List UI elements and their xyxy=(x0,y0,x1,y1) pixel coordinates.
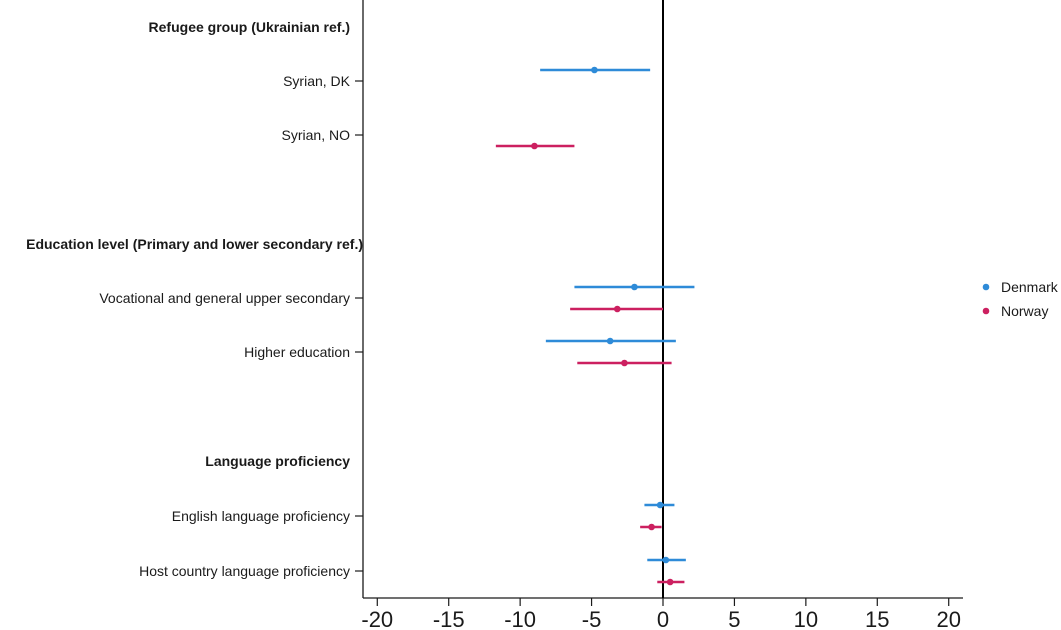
point-estimate-norway xyxy=(531,142,538,150)
x-tick-label: -20 xyxy=(361,607,393,630)
row-label: Higher education xyxy=(244,344,350,360)
estimate-markers xyxy=(495,66,695,586)
x-axis-ticks: -20 -15 -10 -5 0 5 10 15 20 xyxy=(361,598,961,630)
point-estimate-norway xyxy=(613,305,621,313)
group-header-label: Education level (Primary and lower secon… xyxy=(26,236,363,252)
legend-label-norway: Norway xyxy=(1001,303,1048,319)
row-label: Vocational and general upper secondary xyxy=(99,290,350,306)
x-tick-label: 10 xyxy=(794,607,818,630)
point-estimate-norway xyxy=(621,359,628,367)
point-estimate-denmark xyxy=(656,501,664,509)
x-tick-label: 5 xyxy=(728,607,740,630)
x-tick-label: 15 xyxy=(865,607,889,630)
row-label: Syrian, NO xyxy=(282,127,351,143)
row-label: Host country language proficiency xyxy=(139,563,350,579)
x-tick-label: 0 xyxy=(657,607,669,630)
point-estimate-denmark xyxy=(591,66,598,74)
x-tick-label: -5 xyxy=(582,607,602,630)
group-header-label: Language proficiency xyxy=(205,453,350,469)
x-tick-label: 20 xyxy=(936,607,960,630)
legend: Denmark Norway xyxy=(982,279,1059,319)
point-estimate-norway xyxy=(648,523,655,531)
row-labels: Refugee group (Ukrainian ref.) Syrian, DK… xyxy=(26,19,363,579)
x-tick-label: -15 xyxy=(433,607,465,630)
point-estimate-denmark xyxy=(631,283,638,291)
legend-marker-norway xyxy=(982,307,990,315)
x-tick-label: -10 xyxy=(504,607,536,630)
legend-marker-denmark xyxy=(982,283,990,291)
group-header-label: Refugee group (Ukrainian ref.) xyxy=(149,19,350,35)
point-estimate-norway xyxy=(666,578,674,586)
point-estimate-denmark xyxy=(606,337,614,345)
point-estimate-denmark xyxy=(662,556,670,564)
legend-label-denmark: Denmark xyxy=(1001,279,1059,295)
row-label: Syrian, DK xyxy=(283,73,351,89)
y-axis-ticks xyxy=(355,80,363,572)
row-label: English language proficiency xyxy=(172,508,350,524)
